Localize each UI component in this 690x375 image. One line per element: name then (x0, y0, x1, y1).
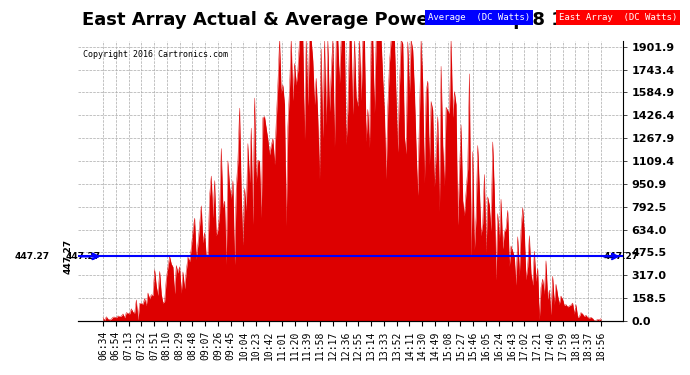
Text: East Array  (DC Watts): East Array (DC Watts) (559, 13, 677, 22)
Text: 447.27: 447.27 (65, 252, 100, 261)
Text: Copyright 2016 Cartronics.com: Copyright 2016 Cartronics.com (83, 50, 228, 58)
Text: 447.27: 447.27 (63, 239, 72, 274)
Text: 447.27: 447.27 (14, 252, 49, 261)
Text: Average  (DC Watts): Average (DC Watts) (428, 13, 530, 22)
Text: 447.27: 447.27 (604, 252, 639, 261)
Text: East Array Actual & Average Power Thu Sep 8 19:13: East Array Actual & Average Power Thu Se… (82, 11, 608, 29)
